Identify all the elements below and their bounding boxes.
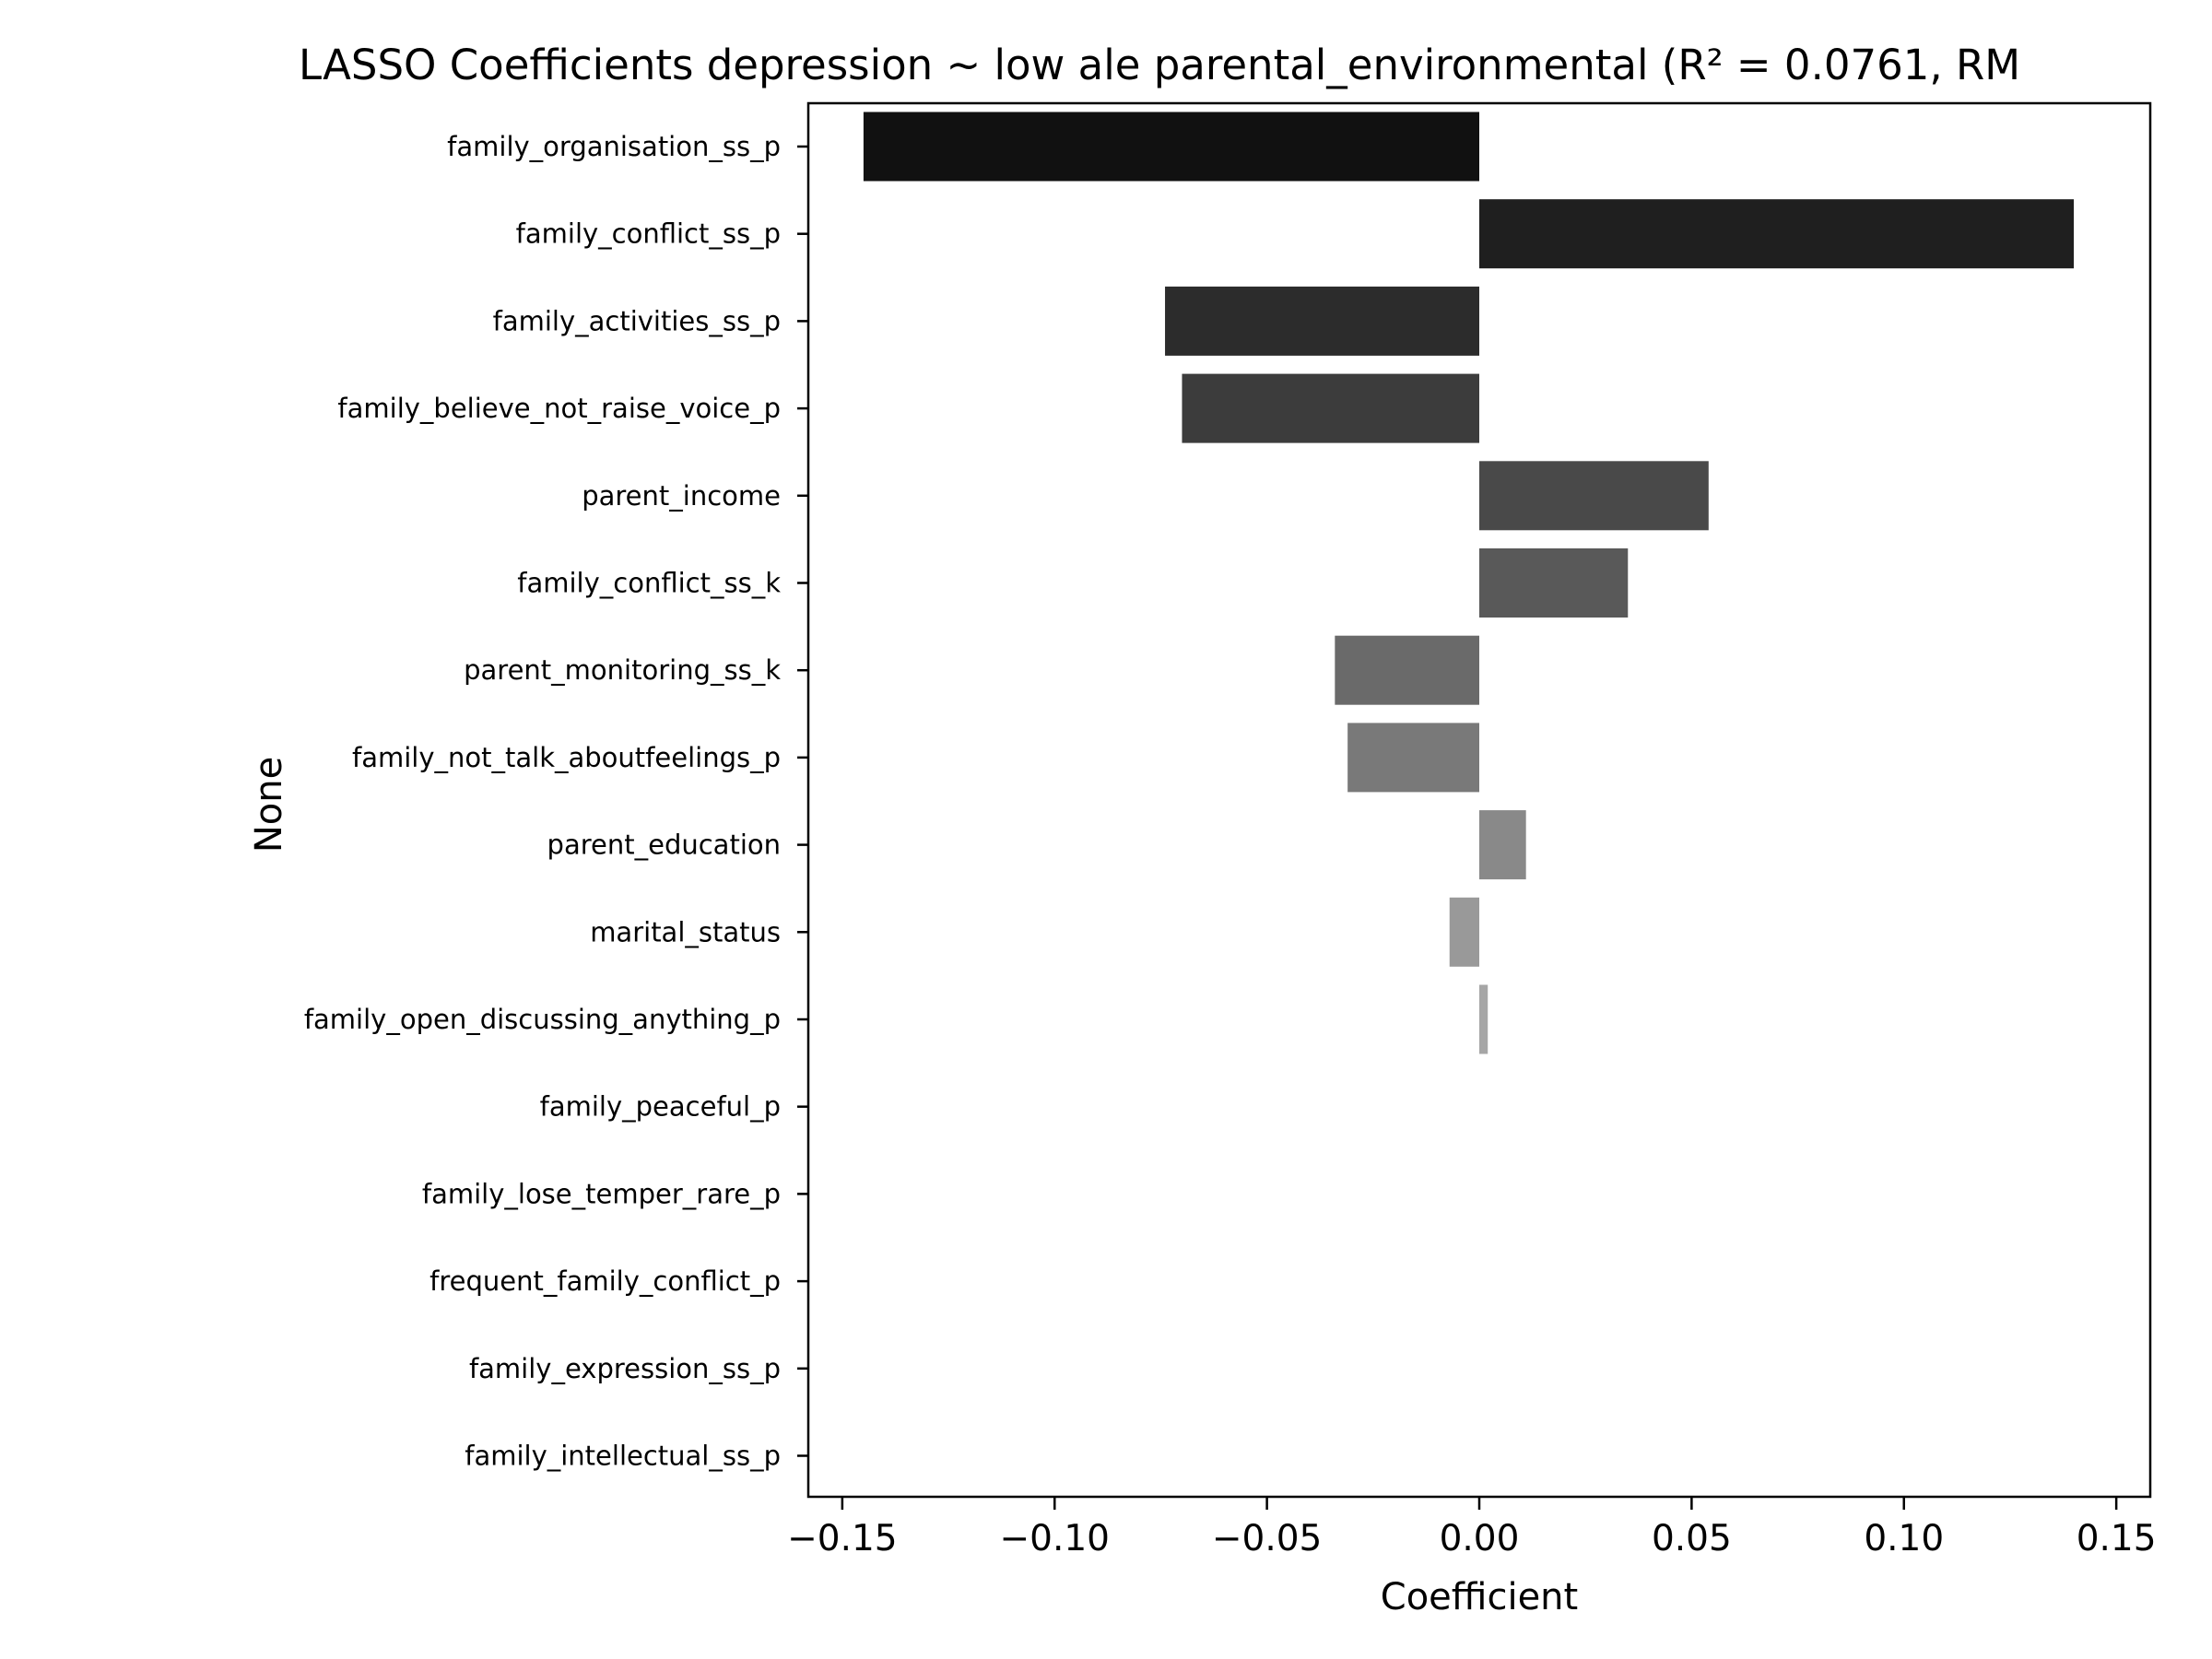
y-tick-label: family_conflict_ss_p xyxy=(516,218,781,250)
bar-parent-education xyxy=(1479,810,1526,880)
x-axis-label: Coefficient xyxy=(1381,1576,1578,1618)
bar-family-not-talk-aboutfeelings-p xyxy=(1347,723,1479,793)
bar-family-conflict-ss-k xyxy=(1479,548,1629,618)
x-tick-label: −0.05 xyxy=(1212,1518,1323,1559)
y-tick-label: family_intellectual_ss_p xyxy=(465,1441,781,1472)
bars-group xyxy=(863,112,2075,1054)
bar-family-organisation-ss-p xyxy=(863,112,1479,182)
bar-marital-status xyxy=(1449,897,1479,967)
y-tick-label: marital_status xyxy=(590,916,781,947)
chart-title: LASSO Coefficients depression ~ low ale … xyxy=(299,41,2020,89)
x-tick-label: 0.05 xyxy=(1652,1518,1732,1559)
y-tick-label: family_activities_ss_p xyxy=(493,305,781,336)
y-tick-label: family_lose_temper_rare_p xyxy=(422,1178,781,1209)
y-tick-label: family_open_discussing_anything_p xyxy=(304,1004,781,1035)
x-tick-label: −0.10 xyxy=(999,1518,1110,1559)
x-tick-label: 0.15 xyxy=(2077,1518,2157,1559)
bar-parent-monitoring-ss-k xyxy=(1335,635,1479,705)
y-tick-label: family_not_talk_aboutfeelings_p xyxy=(352,742,781,773)
bar-family-believe-not-raise-voice-p xyxy=(1182,373,1479,443)
y-tick-label: parent_monitoring_ss_k xyxy=(464,654,781,686)
bar-parent-income xyxy=(1479,461,1709,531)
y-tick-label: family_organisation_ss_p xyxy=(447,131,781,162)
y-tick-label: family_peaceful_p xyxy=(540,1091,781,1123)
bar-family-open-discussing-anything-p xyxy=(1479,984,1488,1054)
y-tick-label: parent_education xyxy=(547,830,781,861)
y-axis: family_organisation_ss_p family_conflict_… xyxy=(304,131,808,1472)
x-tick-label: 0.10 xyxy=(1864,1518,1944,1559)
y-tick-label: family_expression_ss_p xyxy=(469,1353,781,1384)
y-tick-label: frequent_family_conflict_p xyxy=(429,1265,781,1297)
x-tick-label: 0.00 xyxy=(1440,1518,1520,1559)
y-tick-label: parent_income xyxy=(582,480,781,512)
bar-family-conflict-ss-p xyxy=(1479,199,2075,269)
y-tick-label: family_believe_not_raise_voice_p xyxy=(337,393,781,424)
x-axis: −0.15 −0.10 −0.05 0.00 0.05 0.10 0.15 xyxy=(787,1497,2157,1559)
x-tick-label: −0.15 xyxy=(787,1518,898,1559)
y-tick-label: family_conflict_ss_k xyxy=(517,568,781,599)
bar-family-activities-ss-p xyxy=(1165,286,1479,356)
y-axis-label: None xyxy=(248,757,290,853)
